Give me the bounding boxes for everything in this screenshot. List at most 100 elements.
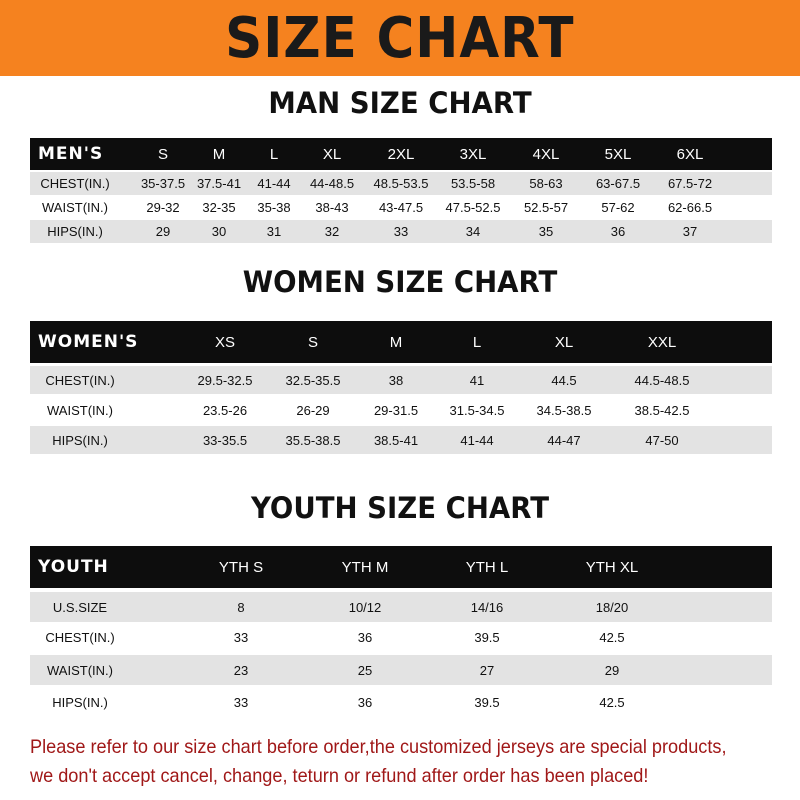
table-cell: 67.5-72 — [667, 176, 713, 191]
table-cell: 38 — [388, 372, 404, 388]
table-cell: 32-35 — [202, 200, 236, 215]
table-cell: 23.5-26 — [202, 402, 248, 418]
header-row: MEN'S S M L XL 2XL 3XL 4XL 5XL 6XL — [30, 138, 772, 170]
table-cell: 41 — [469, 372, 485, 388]
table-cell: 43-47.5 — [378, 200, 424, 215]
size-header: S — [157, 145, 169, 163]
table-cell: 10/12 — [348, 599, 382, 615]
table-cell: 38-43 — [315, 200, 349, 215]
row-label: U.S.SIZE — [52, 599, 108, 615]
size-header: M — [389, 333, 403, 351]
table-cell: 26-29 — [296, 402, 330, 418]
table-cell: 8 — [237, 599, 245, 615]
table-cell: 32 — [324, 224, 340, 239]
table-row: CHEST(IN.) 35-37.5 37.5-41 41-44 44-48.5 48.5… — [30, 172, 772, 195]
table-cell: 37 — [682, 224, 698, 239]
row-label: CHEST(IN.) — [40, 176, 110, 191]
table-cell: 14/16 — [470, 599, 504, 615]
youth-title: YOUTH SIZE CHART — [250, 491, 550, 525]
table-cell: 34.5-38.5 — [536, 402, 592, 418]
table-cell: 36 — [357, 629, 373, 645]
table-row: U.S.SIZE 8 10/12 14/16 18/20 — [30, 592, 772, 622]
table-cell: 39.5 — [474, 629, 500, 645]
size-header: 4XL — [532, 145, 560, 163]
table-row: WAIST(IN.) 23.5-26 26-29 29-31.5 31.5-34.5 34… — [30, 396, 772, 424]
size-header: S — [307, 333, 319, 351]
women-title: WOMEN SIZE CHART — [242, 265, 558, 299]
table-cell: 25 — [357, 662, 373, 678]
table-header-label: YOUTH — [38, 557, 109, 577]
size-header: YTH L — [465, 558, 509, 576]
table-row: HIPS(IN.) 29 30 31 32 33 34 35 36 37 — [30, 220, 772, 243]
row-label: WAIST(IN.) — [47, 662, 113, 678]
table-cell: 18/20 — [595, 599, 629, 615]
banner-title: SIZE CHART — [225, 5, 575, 71]
size-header: 6XL — [676, 145, 704, 163]
table-cell: 30 — [211, 224, 227, 239]
table-row: WAIST(IN.) 29-32 32-35 35-38 38-43 43-47.5 47.… — [30, 196, 772, 219]
table-cell: 33 — [393, 224, 409, 239]
table-cell: 47.5-52.5 — [445, 200, 501, 215]
table-cell: 29.5-32.5 — [197, 372, 253, 388]
table-row: CHEST(IN.) 33 36 39.5 42.5 — [30, 622, 772, 652]
table-cell: 52.5-57 — [523, 200, 569, 215]
table-cell: 35.5-38.5 — [285, 432, 341, 448]
table-cell: 29-31.5 — [373, 402, 419, 418]
table-cell: 36 — [357, 694, 373, 710]
table-cell: 57-62 — [601, 200, 635, 215]
table-header-label: MEN'S — [38, 144, 104, 164]
banner: SIZE CHART — [0, 0, 800, 76]
table-cell: 31.5-34.5 — [449, 402, 505, 418]
table-cell: 23 — [233, 662, 249, 678]
table-cell: 32.5-35.5 — [285, 372, 341, 388]
table-cell: 58-63 — [529, 176, 563, 191]
table-cell: 38.5-42.5 — [634, 402, 690, 418]
men-title: MAN SIZE CHART — [268, 86, 532, 120]
table-row: HIPS(IN.) 33 36 39.5 42.5 — [30, 687, 772, 717]
table-cell: 29 — [155, 224, 171, 239]
table-cell: 29 — [604, 662, 620, 678]
size-header: XXL — [647, 333, 677, 351]
table-cell: 31 — [266, 224, 282, 239]
header-row: YOUTH YTH S YTH M YTH L YTH XL — [30, 546, 772, 588]
size-header: 2XL — [387, 145, 415, 163]
table-cell: 53.5-58 — [450, 176, 496, 191]
table-header-label: WOMEN'S — [38, 332, 139, 352]
row-label: HIPS(IN.) — [52, 694, 108, 710]
row-label: CHEST(IN.) — [45, 629, 115, 645]
table-cell: 41-44 — [257, 176, 291, 191]
table-cell: 29-32 — [146, 200, 180, 215]
table-cell: 48.5-53.5 — [373, 176, 429, 191]
table-cell: 63-67.5 — [595, 176, 641, 191]
table-cell: 39.5 — [474, 694, 500, 710]
table-row: HIPS(IN.) 33-35.5 35.5-38.5 38.5-41 41-44 44-… — [30, 426, 772, 454]
size-header: XS — [214, 333, 236, 351]
table-cell: 33 — [233, 629, 249, 645]
table-cell: 44.5 — [551, 372, 577, 388]
table-cell: 35 — [538, 224, 554, 239]
row-label: CHEST(IN.) — [45, 372, 115, 388]
row-label: WAIST(IN.) — [47, 402, 113, 418]
table-cell: 35-37.5 — [140, 176, 186, 191]
table-cell: 36 — [610, 224, 626, 239]
size-header: L — [269, 145, 279, 163]
table-row: WAIST(IN.) 23 25 27 29 — [30, 655, 772, 685]
table-cell: 33-35.5 — [202, 432, 248, 448]
table-cell: 33 — [233, 694, 249, 710]
header-row: WOMEN'S XS S M L XL XXL — [30, 321, 772, 363]
table-cell: 38.5-41 — [373, 432, 419, 448]
table-cell: 44.5-48.5 — [634, 372, 690, 388]
row-label: HIPS(IN.) — [52, 432, 108, 448]
size-header: YTH S — [218, 558, 264, 576]
table-cell: 47-50 — [645, 432, 679, 448]
table-cell: 44-47 — [547, 432, 581, 448]
table-cell: 27 — [479, 662, 495, 678]
size-header: XL — [322, 145, 342, 163]
order-notice: Please refer to our size chart before or… — [30, 736, 727, 787]
table-cell: 42.5 — [599, 694, 625, 710]
table-cell: 62-66.5 — [667, 200, 713, 215]
size-header: L — [472, 333, 482, 351]
table-cell: 41-44 — [460, 432, 494, 448]
size-header: YTH M — [341, 558, 389, 576]
table-cell: 42.5 — [599, 629, 625, 645]
